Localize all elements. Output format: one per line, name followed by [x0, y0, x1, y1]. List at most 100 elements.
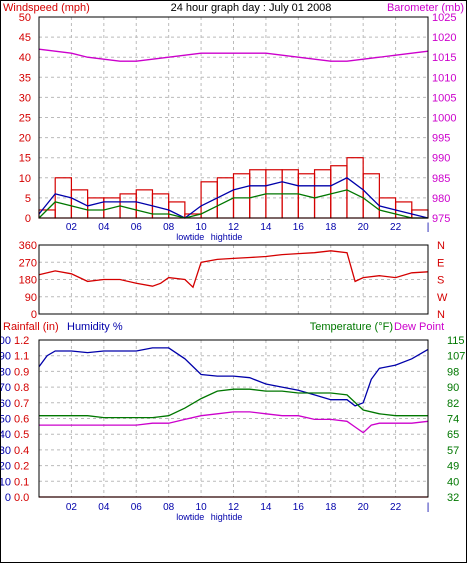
- hour-tick-label: 16: [293, 502, 305, 513]
- direction-degree-ticks: 0 90 180 270 360: [19, 240, 37, 321]
- humidity-tick-label: 60: [1, 398, 11, 410]
- barometer-axis-label: Barometer (mb): [387, 2, 464, 14]
- hour-tick-label: 14: [260, 502, 272, 513]
- rainfall-tick-label: 0.4: [14, 445, 29, 457]
- barometer-tick-label: 1010: [432, 72, 456, 84]
- hour-tick-label: 08: [163, 222, 175, 233]
- direction-degree-label: 0: [31, 309, 37, 321]
- direction-degree-label: 180: [19, 275, 37, 287]
- humidity-tick-label: 50: [1, 414, 11, 426]
- temperature-tick-label: 115: [447, 335, 465, 347]
- windspeed-axis-label: Windspeed (mph): [3, 2, 90, 14]
- lowtide-label: lowtide: [176, 232, 204, 242]
- rainfall-tick-label: 1.2: [14, 335, 29, 347]
- humidity-tick-label: 20: [1, 461, 11, 473]
- panel-wind-barometer: Windspeed (mph) 24 hour graph day : July…: [3, 2, 464, 242]
- humidity-tick-label: 90: [1, 351, 11, 363]
- panel-humidity-temperature: Rainfall (in) Humidity % Temperature (°F…: [0, 321, 465, 522]
- hightide-label: hightide: [211, 512, 243, 522]
- barometer-tick-label: 1025: [432, 12, 456, 24]
- rainfall-axis-label: Rainfall (in): [3, 321, 59, 333]
- barometer-line: [38, 48, 429, 62]
- humidity-tick-label: 40: [1, 429, 11, 441]
- rainfall-ticks: 0.0 0.1 0.2 0.4 0.5 0.6 0.7 0.8 0.9 1.1 1.2: [14, 335, 29, 504]
- windspeed-tick-label: 20: [19, 133, 31, 145]
- windspeed-gust-bar: [362, 173, 380, 219]
- humidity-tick-label: 80: [1, 366, 11, 378]
- windspeed-ticks: 0 5 10 15 20 25 30 35 40 45 50: [19, 12, 31, 225]
- windspeed-gust-bar: [232, 173, 251, 219]
- temperature-tick-label: 90: [447, 382, 459, 394]
- temperature-tick-label: 98: [447, 366, 459, 378]
- barometer-tick-label: 1015: [432, 52, 456, 64]
- hour-tick-label: 04: [98, 222, 110, 233]
- temperature-tick-label: 32: [447, 492, 459, 504]
- direction-degree-label: 270: [19, 257, 37, 269]
- windspeed-tick-label: 5: [25, 193, 31, 205]
- humidity-tick-label: 30: [1, 445, 11, 457]
- wind-direction-line: [38, 250, 429, 289]
- barometer-tick-label: 995: [432, 133, 450, 145]
- rainfall-tick-label: 0.0: [14, 492, 29, 504]
- temperature-tick-label: 74: [447, 414, 459, 426]
- windspeed-tick-label: 35: [19, 72, 31, 84]
- lowtide-label: lowtide: [176, 512, 204, 522]
- barometer-tick-label: 980: [432, 193, 450, 205]
- direction-compass-label: N: [437, 309, 445, 321]
- hightide-label: hightide: [211, 232, 243, 242]
- dewpoint-axis-label: Dew Point: [394, 321, 444, 333]
- temperature-tick-label: 49: [447, 461, 459, 473]
- barometer-tick-label: 1005: [432, 92, 456, 104]
- barometer-tick-label: 975: [432, 213, 450, 225]
- hour-tick-label: 14: [260, 222, 272, 233]
- hour-tick-label: 12: [228, 222, 240, 233]
- hour-tick-label: 18: [325, 502, 337, 513]
- temperature-tick-label: 65: [447, 429, 459, 441]
- hour-tick-label: |: [427, 502, 430, 513]
- rainfall-tick-label: 0.5: [14, 429, 29, 441]
- dewpoint-line: [39, 411, 429, 434]
- hour-tick-label: 16: [293, 222, 305, 233]
- windspeed-tick-label: 45: [19, 32, 31, 44]
- temperature-tick-label: 57: [447, 445, 459, 457]
- windspeed-tick-label: 10: [19, 173, 31, 185]
- hour-tick-label: 08: [163, 502, 175, 513]
- panel1-plot-frame: [38, 16, 429, 219]
- hour-tick-label: |: [427, 222, 430, 233]
- temperature-tick-label: 107: [447, 351, 465, 363]
- humidity-ticks: 0 10 20 30 40 50 60 70 80 90 100: [0, 335, 11, 504]
- humidity-tick-label: 0: [5, 492, 11, 504]
- windspeed-gust-bar: [87, 197, 105, 219]
- barometer-tick-label: 985: [432, 173, 450, 185]
- hour-tick-label: 02: [66, 502, 78, 513]
- temperature-tick-label: 40: [447, 476, 459, 488]
- direction-degree-label: 90: [25, 292, 37, 304]
- barometer-ticks: 975 980 985 990 995 1000 1005 1010 1015 1020 1025: [432, 12, 456, 225]
- windspeed-tick-label: 15: [19, 153, 31, 165]
- panel2-series: [38, 250, 429, 289]
- windspeed-tick-label: 25: [19, 113, 31, 125]
- direction-compass-label: E: [437, 257, 444, 269]
- hour-tick-label: 22: [390, 222, 402, 233]
- panel3-hour-ticks: 02 04 06 08 10 12 14 16 18 20 22 |: [66, 502, 429, 513]
- panel3-plot-frame: [38, 339, 429, 498]
- wind-average-line: [38, 177, 429, 219]
- panel3-grid: [39, 340, 428, 497]
- hour-tick-label: 12: [228, 502, 240, 513]
- windspeed-tick-label: 40: [19, 52, 31, 64]
- hour-tick-label: 06: [131, 222, 143, 233]
- hour-tick-label: 20: [358, 502, 370, 513]
- barometer-tick-label: 1020: [432, 32, 456, 44]
- hour-tick-label: 04: [98, 502, 110, 513]
- barometer-tick-label: 1000: [432, 113, 456, 125]
- hour-tick-label: 10: [196, 502, 208, 513]
- windspeed-gust-bar: [70, 189, 89, 219]
- chart-title: 24 hour graph day : July 01 2008: [171, 2, 332, 14]
- humidity-tick-label: 10: [1, 476, 11, 488]
- panel1-hour-ticks: 02 04 06 08 10 12 14 16 18 20 22 |: [66, 222, 429, 233]
- direction-compass-label: N: [437, 240, 445, 252]
- hour-tick-label: 18: [325, 222, 337, 233]
